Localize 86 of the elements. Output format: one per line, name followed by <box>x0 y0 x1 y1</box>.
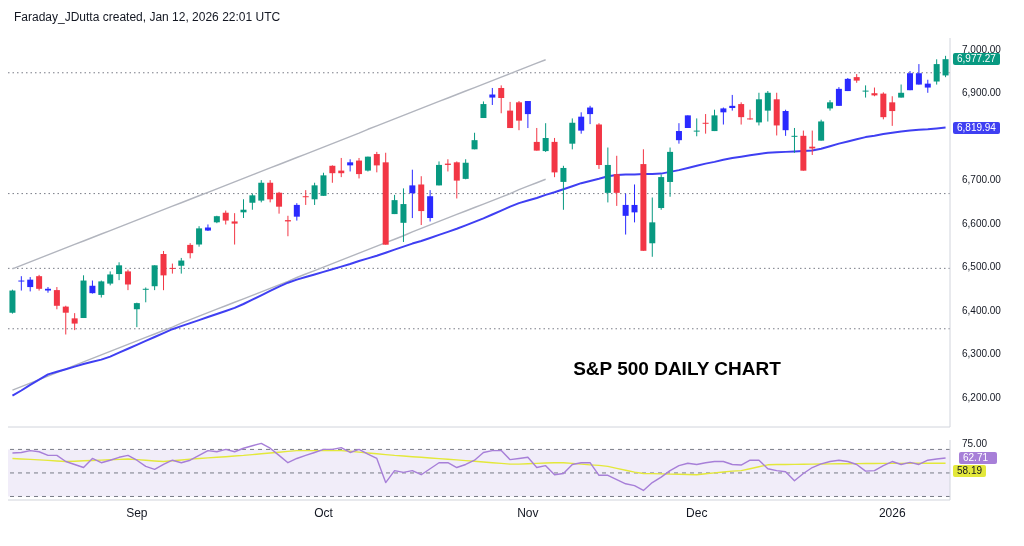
candlestick <box>267 179 274 203</box>
candlestick <box>347 158 354 172</box>
candlestick <box>933 58 940 86</box>
line-series <box>11 178 547 391</box>
candlestick <box>9 289 16 315</box>
y-tick-label: 6,700.00 <box>962 174 1002 186</box>
candlestick <box>560 165 567 211</box>
y-tick-label: 6,400.00 <box>962 304 1002 316</box>
candlestick <box>524 100 531 129</box>
candlestick <box>320 172 327 197</box>
candlestick <box>427 189 434 222</box>
candlestick <box>747 109 754 121</box>
candlestick <box>116 261 123 281</box>
x-tick-label: 2026 <box>878 505 906 520</box>
line-series <box>11 442 947 492</box>
candlestick <box>258 179 265 203</box>
candlestick <box>791 127 798 154</box>
text: Faraday_JDutta created, Jan 12, 2026 22:01 UTC <box>13 9 282 26</box>
candlestick <box>53 286 60 310</box>
y-tick-label: 7,000.00 <box>962 43 1002 55</box>
candlestick <box>693 117 700 137</box>
candlestick <box>764 90 771 123</box>
candlestick <box>862 84 869 99</box>
candlestick <box>889 95 896 127</box>
candlestick <box>915 63 922 86</box>
candlestick <box>356 157 363 179</box>
candlestick <box>827 99 834 112</box>
candlestick <box>533 127 540 152</box>
candlestick <box>835 86 842 107</box>
candlestick <box>169 263 176 275</box>
candlestick <box>124 269 131 291</box>
candlestick <box>400 187 407 243</box>
candlestick <box>453 160 460 199</box>
candlestick <box>44 286 51 294</box>
candlestick <box>613 155 620 207</box>
candlestick <box>133 302 140 328</box>
candlestick <box>515 100 522 131</box>
x-tick-label: Sep <box>126 505 148 520</box>
candlestick <box>649 197 656 258</box>
candlestick <box>160 250 167 291</box>
line-series <box>11 126 947 397</box>
x-tick-label: Oct <box>314 505 334 520</box>
line-series <box>11 59 547 270</box>
candlestick <box>755 92 762 126</box>
candlestick <box>409 169 416 219</box>
candlestick <box>631 183 638 223</box>
candlestick <box>311 182 318 206</box>
candlestick <box>498 84 505 114</box>
candlestick <box>818 119 825 142</box>
candlestick <box>276 191 283 215</box>
candlestick <box>702 113 709 135</box>
candlestick <box>569 117 576 150</box>
candlestick <box>196 225 203 248</box>
line-series <box>11 449 947 476</box>
y-tick-label: 6,500.00 <box>962 261 1002 273</box>
candlestick <box>151 264 158 291</box>
candlestick <box>942 55 949 78</box>
text: 6,977.27 <box>953 53 1000 66</box>
candlestick <box>231 212 238 246</box>
candlestick <box>302 189 309 206</box>
candlestick <box>898 84 905 99</box>
candlestick <box>542 122 549 153</box>
candlestick <box>18 275 25 292</box>
candlestick <box>622 193 629 236</box>
candlestick <box>880 91 887 120</box>
candlestick <box>507 101 514 129</box>
x-tick-label: Nov <box>517 505 539 520</box>
candlestick <box>373 151 380 173</box>
text: 6,819.94 <box>953 121 1000 134</box>
y-tick-label: 6,300.00 <box>962 348 1002 360</box>
candlestick <box>675 122 682 145</box>
y-tick-label: 75.00 <box>962 438 988 450</box>
candlestick <box>204 223 211 232</box>
candlestick <box>142 286 149 303</box>
x-tick-label: Dec <box>686 505 708 520</box>
y-tick-label: 6,600.00 <box>962 217 1002 229</box>
candlestick <box>738 101 745 126</box>
candlestick <box>782 109 789 137</box>
candlestick <box>587 105 594 125</box>
y-tick-label: 6,900.00 <box>962 87 1002 99</box>
text: 58.19 <box>953 464 987 477</box>
text: S&P 500 DAILY CHART <box>573 357 781 380</box>
candlestick <box>62 305 69 335</box>
y-tick-label: 6,200.00 <box>962 391 1002 403</box>
candlestick <box>578 111 585 135</box>
y-tick-label: 62.71 <box>963 452 989 464</box>
